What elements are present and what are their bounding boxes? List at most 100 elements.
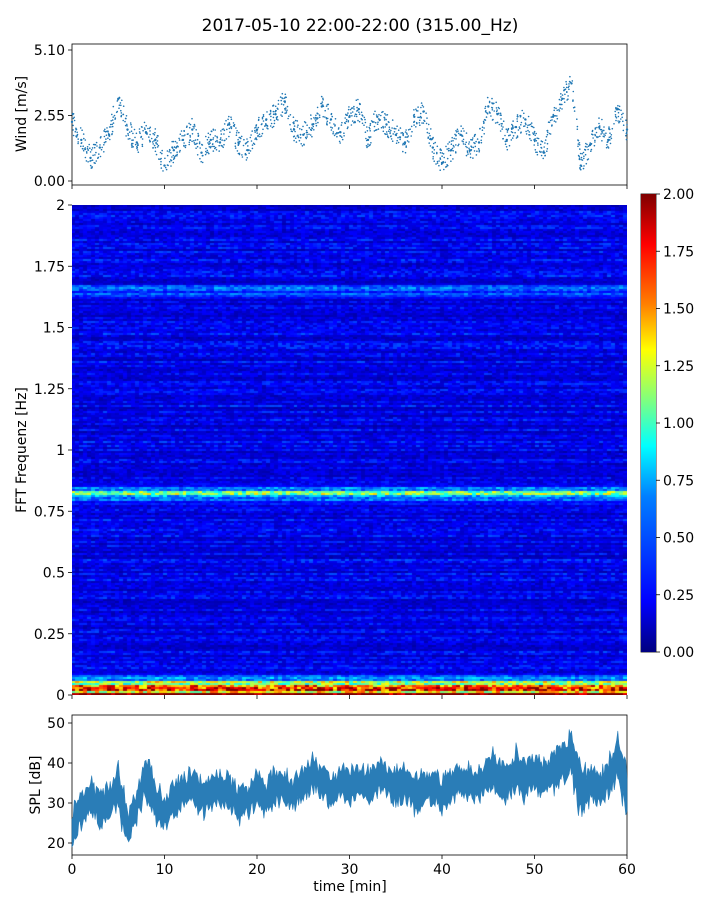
wind-point-fill: [429, 138, 431, 140]
wind-point-fill: [286, 109, 288, 111]
wind-point-fill: [365, 145, 368, 147]
wind-point-fill: [528, 134, 530, 136]
wind-point-fill: [230, 116, 232, 118]
wind-point-fill: [599, 135, 601, 138]
wind-point-fill: [565, 86, 568, 89]
wind-point-fill: [320, 95, 323, 98]
wind-point-fill: [127, 132, 129, 135]
wind-point-fill: [232, 122, 235, 124]
wind-point-fill: [124, 120, 126, 123]
wind-point-fill: [260, 123, 263, 126]
wind-point-fill: [455, 138, 457, 140]
wind-point-fill: [501, 128, 504, 130]
wind-point-fill: [369, 130, 372, 132]
wind-point-fill: [364, 131, 367, 133]
wind-point-fill: [260, 135, 263, 137]
wind-point-fill: [207, 132, 210, 135]
wind-point-fill: [238, 152, 241, 155]
wind-point-fill: [402, 134, 405, 137]
wind-point-fill: [157, 144, 160, 147]
wind-point-fill: [415, 109, 418, 112]
wind-point-fill: [162, 170, 164, 172]
wind-point-fill: [466, 150, 469, 152]
wind-point-fill: [200, 160, 202, 163]
wind-point-fill: [542, 157, 544, 160]
wind-point: [209, 138, 212, 142]
wind-point-fill: [563, 97, 565, 100]
wind-points: [70, 75, 629, 172]
wind-point-fill: [253, 143, 256, 145]
wind-point-fill: [326, 122, 328, 124]
wind-point-fill: [100, 136, 102, 138]
wind-point-fill: [529, 137, 531, 140]
wind-point-fill: [156, 140, 159, 142]
wind-point-fill: [622, 124, 625, 126]
wind-point-fill: [241, 156, 244, 158]
wind-point-fill: [443, 156, 446, 159]
wind-point-fill: [179, 149, 181, 152]
wind-point-fill: [569, 75, 571, 78]
wind-point-fill: [306, 124, 308, 126]
wind-point-fill: [85, 151, 88, 153]
wind-point-fill: [373, 121, 375, 123]
wind-point-fill: [587, 145, 590, 147]
wind-point-fill: [210, 130, 213, 133]
colorbar-tick: 1.00: [663, 416, 694, 432]
wind-point-fill: [156, 146, 159, 148]
wind-point-fill: [590, 142, 593, 145]
wind-point-fill: [197, 134, 200, 137]
wind-point-fill: [318, 114, 321, 116]
wind-point-fill: [614, 115, 617, 118]
wind-point-fill: [537, 142, 539, 144]
colorbar-tick: 2.00: [663, 187, 694, 203]
wind-point-fill: [596, 136, 598, 138]
wind-point-fill: [491, 97, 493, 100]
wind-point-fill: [543, 150, 545, 152]
wind-point-fill: [580, 158, 582, 161]
wind-point-fill: [154, 150, 157, 153]
wind-point-fill: [419, 119, 421, 122]
wind-point-fill: [615, 117, 618, 119]
wind-point-fill: [422, 106, 425, 108]
wind-point-fill: [365, 137, 367, 140]
wind-point-fill: [189, 134, 191, 137]
wind-point-fill: [316, 117, 319, 119]
wind-point-fill: [351, 115, 353, 117]
wind-point-fill: [324, 109, 327, 112]
wind-point-fill: [119, 102, 122, 104]
wind-point-fill: [511, 137, 514, 139]
wind-point-fill: [216, 139, 218, 142]
colorbar: [641, 194, 656, 652]
wind-point-fill: [567, 86, 570, 89]
wind-point-fill: [583, 155, 585, 157]
wind-point-fill: [116, 100, 119, 102]
wind-point-fill: [622, 129, 625, 132]
wind-point-fill: [555, 121, 557, 123]
wind-point-fill: [330, 112, 333, 115]
wind-point-fill: [404, 131, 407, 133]
wind-point-fill: [556, 117, 559, 120]
wind-point-fill: [366, 146, 368, 149]
spectrogram-y-tick: 0: [56, 688, 65, 704]
wind-point-fill: [134, 136, 136, 139]
wind-point-fill: [105, 134, 108, 136]
wind-point-fill: [223, 123, 226, 125]
wind-point-fill: [387, 136, 389, 138]
wind-point-fill: [563, 86, 565, 89]
wind-point-fill: [573, 106, 576, 108]
wind-point-fill: [601, 130, 603, 133]
wind-point-fill: [402, 144, 404, 146]
wind-point-fill: [583, 165, 585, 167]
wind-point-fill: [291, 130, 294, 133]
wind-point-fill: [305, 129, 308, 132]
wind-point-fill: [272, 104, 275, 107]
colorbar-ticks: 0.00 0.25 0.50 0.75 1.00 1.25 1.50 1.75 2.00: [640, 187, 694, 661]
wind-point-fill: [504, 140, 507, 143]
wind-point-fill: [528, 131, 531, 133]
spl-y-label: SPL [dB]: [28, 756, 44, 815]
wind-point-fill: [207, 151, 209, 154]
wind-point-fill: [393, 131, 396, 133]
wind-point-fill: [262, 120, 265, 122]
wind-point-fill: [606, 144, 608, 146]
wind-point-fill: [385, 131, 388, 133]
